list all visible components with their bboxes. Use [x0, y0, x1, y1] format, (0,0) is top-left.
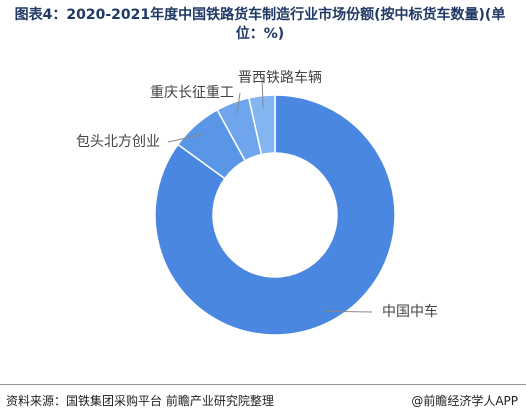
leader-line — [324, 310, 373, 313]
category-label: 中国中车 — [382, 303, 438, 320]
source-note: 资料来源：国铁集团采购平台 前瞻产业研究院整理 — [6, 394, 274, 408]
donut-segment — [247, 94, 276, 156]
divider — [0, 384, 526, 385]
leader-line — [167, 133, 204, 143]
chart-title: 图表4：2020-2021年度中国铁路货车制造行业市场份额(按中标货车数量)(单… — [14, 7, 506, 42]
category-label: 重庆长征重工 — [150, 85, 234, 101]
leader-line — [236, 92, 241, 115]
donut-segment — [154, 94, 396, 336]
leader-line — [261, 77, 264, 108]
category-label: 包头北方创业 — [76, 134, 160, 150]
credit: @前瞻经济学人APP — [411, 394, 518, 408]
category-label: 晋西铁路车辆 — [238, 69, 322, 86]
